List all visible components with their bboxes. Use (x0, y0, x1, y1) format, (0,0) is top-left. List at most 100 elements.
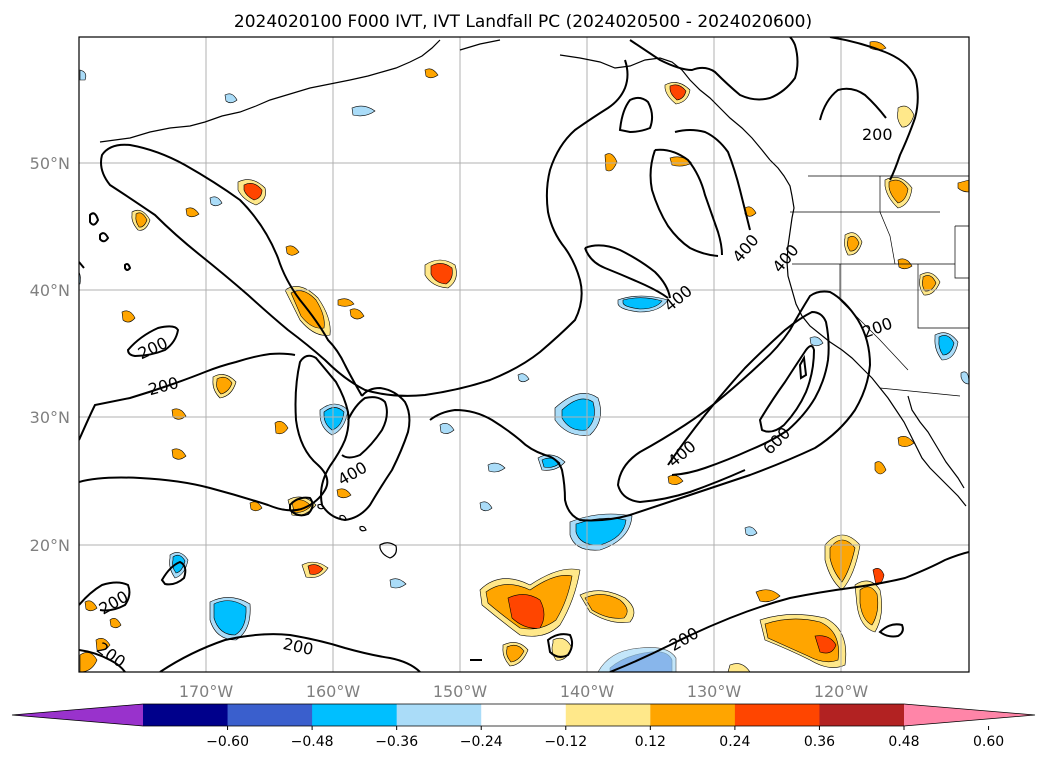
lon-tick-label: 120°W (814, 682, 869, 701)
map-frame (78, 36, 970, 673)
contour-label: 200 (146, 373, 180, 399)
hawaii-island (359, 525, 367, 532)
lat-tick-label: 20°N (30, 536, 70, 555)
pc-blob (897, 105, 915, 128)
pc-blob (667, 474, 684, 485)
ivt-contour-200 (126, 325, 180, 358)
ivt-contour-400 (584, 247, 669, 299)
pc-blob (847, 236, 860, 252)
colorbar-bin (143, 704, 229, 726)
ivt-contour-200 (79, 649, 126, 672)
pc-blob (584, 594, 628, 619)
pc-blob (622, 297, 663, 310)
pc-blob (307, 564, 324, 575)
colorbar-tick-label: 0.48 (888, 734, 919, 750)
ivt-contour-200 (878, 623, 904, 638)
lat-tick-label: 50°N (30, 154, 70, 173)
pc-blob (755, 589, 781, 603)
pc-blob (430, 263, 453, 285)
state-border (954, 225, 969, 279)
alaska-coast (559, 54, 771, 161)
pc-blob (829, 539, 856, 583)
ivt-contour-200 (609, 551, 969, 672)
ivt-contour-200 (160, 560, 187, 586)
lat-tick-label: 40°N (30, 281, 70, 300)
pc-blob (135, 212, 148, 228)
pc-blob (249, 501, 263, 512)
pc-blob (957, 179, 969, 193)
pc-blob (814, 635, 837, 654)
colorbar-outline (11, 703, 1036, 727)
colorbar-tick-label: −0.60 (206, 734, 249, 750)
ivt-contour-200 (79, 352, 296, 441)
contour-label: 400 (768, 241, 802, 277)
west-coast (769, 159, 967, 507)
pc-blob (888, 179, 909, 204)
pc-blob (517, 373, 530, 383)
lon-tick-label: 150°W (433, 682, 488, 701)
ivt-contour-200 (618, 96, 654, 134)
pc-blob (604, 153, 618, 172)
pc-blob (507, 594, 545, 629)
political-borders (790, 175, 969, 397)
ivt-contour-600 (758, 345, 816, 433)
lon-tick-label: 140°W (560, 682, 615, 701)
ivt-contours (79, 37, 969, 672)
ivt-contour-400 (649, 149, 719, 257)
ivt-contour-200 (819, 87, 887, 121)
pc-blob (79, 652, 98, 672)
pc-blob (479, 501, 493, 512)
colorbar-tick-label: 0.24 (719, 734, 750, 750)
pc-blob (389, 578, 407, 589)
pc-blob (938, 335, 955, 356)
pc-blob (171, 448, 187, 460)
ivt-contour-200 (159, 633, 421, 672)
mexico-border (879, 387, 961, 397)
graticule (79, 37, 969, 672)
colorbar-tick-label: 0.12 (635, 734, 666, 750)
colorbar-bin (312, 704, 398, 726)
ivt-contour-200 (629, 37, 799, 101)
colorbar-tick-label: −0.12 (544, 734, 587, 750)
colorbar-bin (396, 704, 482, 726)
pc-blob (809, 336, 824, 347)
colorbar-tick-label: −0.48 (291, 734, 334, 750)
pc-blob (209, 196, 223, 207)
ivt-contour-600 (798, 354, 808, 380)
ivt-contour-small (124, 263, 132, 271)
contour-label: 200 (860, 314, 895, 342)
colorbar-bin (650, 704, 736, 726)
figure-title: 2024020100 F000 IVT, IVT Landfall PC (20… (234, 12, 812, 32)
pc-blob (336, 488, 352, 499)
pc-blob (285, 245, 300, 256)
ivt-contour-200 (829, 37, 919, 181)
pc-blob (727, 663, 751, 672)
pc-blob (224, 93, 238, 104)
ivt-contour-400 (584, 129, 751, 299)
pc-blob (121, 310, 136, 323)
pc-blob (439, 423, 455, 434)
pc-blob (79, 271, 81, 285)
pc-blob (171, 408, 187, 420)
pc-blob (349, 308, 365, 320)
pc-blob (185, 207, 200, 218)
ivt-contour-200 (79, 59, 629, 522)
pc-blob (424, 68, 439, 79)
pc-blob (323, 407, 345, 431)
contour-label: 400 (334, 458, 370, 490)
lat-tick-label: 30°N (30, 408, 70, 427)
pc-blob (109, 618, 122, 629)
lon-tick-label: 130°W (687, 682, 742, 701)
pc-blob (213, 600, 247, 636)
pc-blob (859, 586, 879, 626)
colorbar-bin (227, 704, 313, 726)
pc-blob (351, 105, 376, 117)
ivt-contour-400 (667, 310, 830, 476)
ivt-contour-400 (341, 396, 388, 459)
colorbar-bin (481, 704, 567, 726)
baja-peninsula (907, 395, 965, 489)
coastlines (99, 39, 967, 559)
alaska-coast (99, 39, 501, 143)
pc-blob (874, 461, 887, 475)
pc-blob (337, 298, 355, 307)
